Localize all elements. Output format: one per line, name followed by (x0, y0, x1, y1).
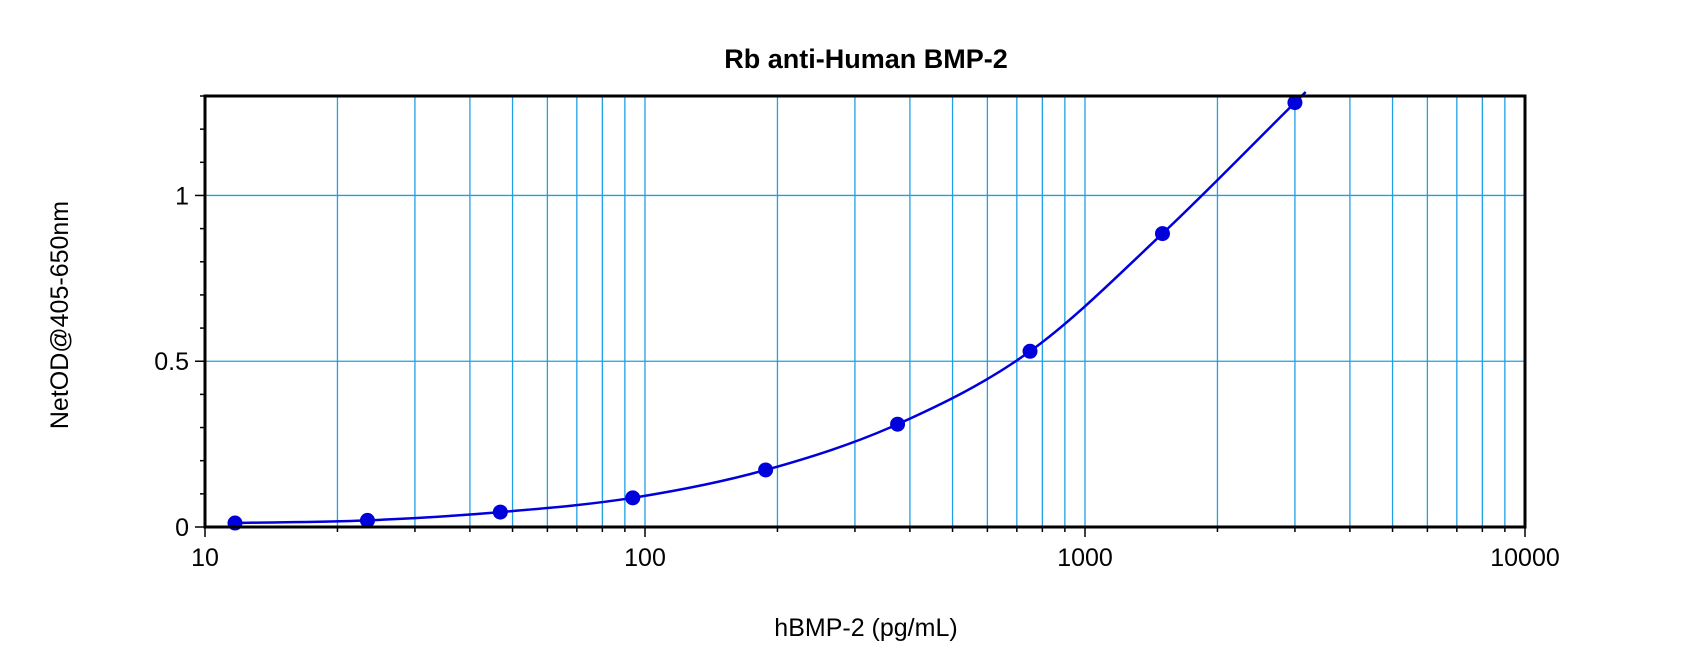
y-tick-label: 0.5 (154, 348, 189, 376)
minor-ticks (195, 95, 1526, 537)
data-point (1154, 226, 1170, 242)
data-point (492, 504, 508, 520)
x-tick-label: 100 (624, 544, 666, 572)
fit-curve (234, 91, 1307, 525)
data-point (1287, 95, 1303, 111)
x-tick-labels: 10 100 1000 10000 (191, 544, 1560, 572)
data-point (359, 512, 375, 528)
x-tick-label: 1000 (1057, 544, 1113, 572)
y-tick-labels: 00.51 (154, 182, 189, 542)
y-axis-label: NetOD@405-650nm (46, 201, 74, 429)
y-tick-label: 1 (175, 182, 189, 210)
x-tick-label: 10 (191, 544, 219, 572)
x-tick-label: 10000 (1490, 544, 1560, 572)
grid-lines (205, 96, 1525, 527)
data-point (1022, 343, 1038, 359)
data-points (227, 95, 1303, 531)
data-point (758, 462, 774, 478)
data-point (625, 490, 641, 506)
x-axis-label: hBMP-2 (pg/mL) (774, 614, 957, 642)
chart-title: Rb anti-Human BMP-2 (724, 44, 1008, 74)
y-tick-label: 0 (175, 514, 189, 542)
data-point (890, 416, 906, 432)
plot-frame (203, 94, 1527, 529)
